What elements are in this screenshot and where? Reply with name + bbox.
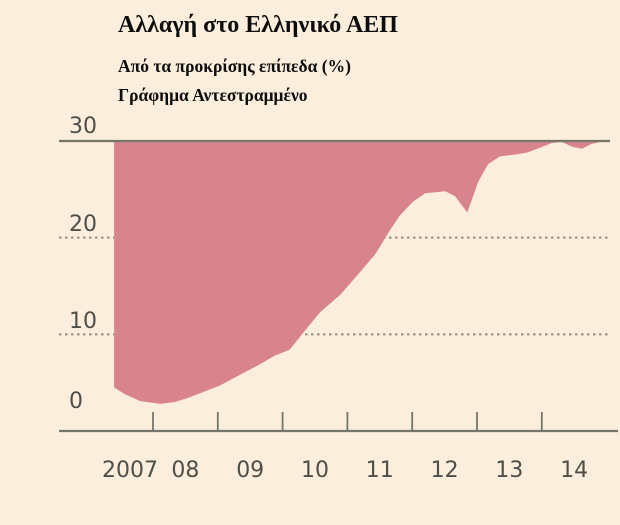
x-tick-label-11: 11 [366, 458, 394, 483]
y-tick-label-10: 10 [69, 309, 97, 334]
x-axis-labels: 2007 08 09 10 11 12 13 14 [102, 458, 588, 483]
chart-title: Αλλαγή στο Ελληνικό ΑΕΠ [118, 12, 398, 38]
x-tick-label-2007: 2007 [102, 458, 158, 483]
x-tick-label-09: 09 [236, 458, 264, 483]
y-axis-labels: 30 20 10 0 [69, 114, 97, 414]
x-tick-label-13: 13 [495, 458, 523, 483]
x-tick-label-10: 10 [301, 458, 329, 483]
x-tick-label-12: 12 [431, 458, 459, 483]
x-tick-label-08: 08 [171, 458, 199, 483]
chart-note: Γράφημα Αντεστραμμένο [118, 85, 308, 105]
y-tick-label-30: 30 [69, 114, 97, 139]
y-tick-label-20: 20 [69, 212, 97, 237]
gdp-area-group [114, 141, 608, 404]
x-tick-label-14: 14 [560, 458, 588, 483]
gdp-area [114, 141, 608, 404]
axes [59, 139, 618, 433]
chart-subtitle: Από τα προκρίσης επίπεδα (%) [118, 56, 351, 76]
y-tick-label-0: 0 [69, 389, 83, 414]
